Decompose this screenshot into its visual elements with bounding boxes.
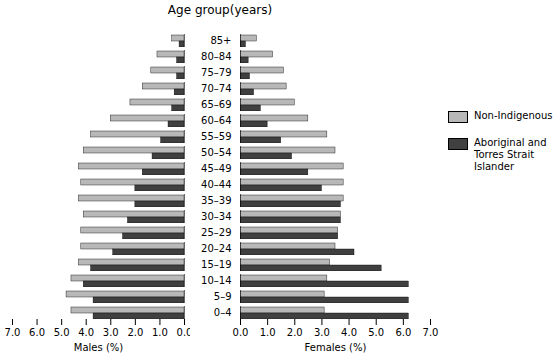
svg-text:3.0: 3.0 bbox=[314, 327, 330, 338]
svg-text:6.0: 6.0 bbox=[29, 327, 45, 338]
html-text:Aboriginal and Torres Strait I: Aboriginal and Torres Strait Islander bbox=[474, 137, 547, 172]
svg-text:65–69: 65–69 bbox=[201, 99, 231, 110]
svg-text:50–54: 50–54 bbox=[201, 147, 231, 158]
svg-text:10–14: 10–14 bbox=[201, 275, 231, 286]
svg-text:3.0: 3.0 bbox=[103, 327, 119, 338]
svg-text:35–39: 35–39 bbox=[201, 195, 231, 206]
svg-text:Females (%): Females (%) bbox=[305, 342, 367, 353]
svg-text:6.0: 6.0 bbox=[395, 327, 411, 338]
svg-text:Males (%): Males (%) bbox=[74, 342, 123, 353]
svg-text:0–4: 0–4 bbox=[214, 307, 232, 318]
svg-text:75–79: 75–79 bbox=[201, 67, 231, 78]
html-text:Age group(years): Age group(years) bbox=[167, 3, 273, 17]
svg-text:25–29: 25–29 bbox=[201, 227, 231, 238]
svg-text:1.0: 1.0 bbox=[260, 327, 276, 338]
svg-text:5.0: 5.0 bbox=[54, 327, 70, 338]
svg-text:55–59: 55–59 bbox=[201, 131, 231, 142]
svg-text:1.0: 1.0 bbox=[152, 327, 168, 338]
svg-text:85+: 85+ bbox=[210, 35, 231, 46]
svg-text:2.0: 2.0 bbox=[287, 327, 303, 338]
svg-text:4.0: 4.0 bbox=[78, 327, 94, 338]
svg-text:0.0: 0.0 bbox=[177, 327, 190, 338]
svg-text:70–74: 70–74 bbox=[201, 83, 231, 94]
svg-text:80–84: 80–84 bbox=[201, 51, 231, 62]
svg-text:60–64: 60–64 bbox=[201, 115, 231, 126]
html-text:Non-Indigenous: Non-Indigenous bbox=[474, 110, 553, 121]
svg-text:4.0: 4.0 bbox=[341, 327, 357, 338]
svg-text:7.0: 7.0 bbox=[423, 327, 439, 338]
svg-text:30–34: 30–34 bbox=[201, 211, 231, 222]
svg-text:5–9: 5–9 bbox=[214, 291, 232, 302]
svg-text:2.0: 2.0 bbox=[127, 327, 143, 338]
svg-text:15–19: 15–19 bbox=[201, 259, 231, 270]
svg-text:5.0: 5.0 bbox=[368, 327, 384, 338]
svg-text:7.0: 7.0 bbox=[5, 327, 21, 338]
svg-text:45–49: 45–49 bbox=[201, 163, 231, 174]
svg-text:20–24: 20–24 bbox=[201, 243, 231, 254]
svg-text:0.0: 0.0 bbox=[233, 327, 249, 338]
svg-text:40–44: 40–44 bbox=[201, 179, 231, 190]
